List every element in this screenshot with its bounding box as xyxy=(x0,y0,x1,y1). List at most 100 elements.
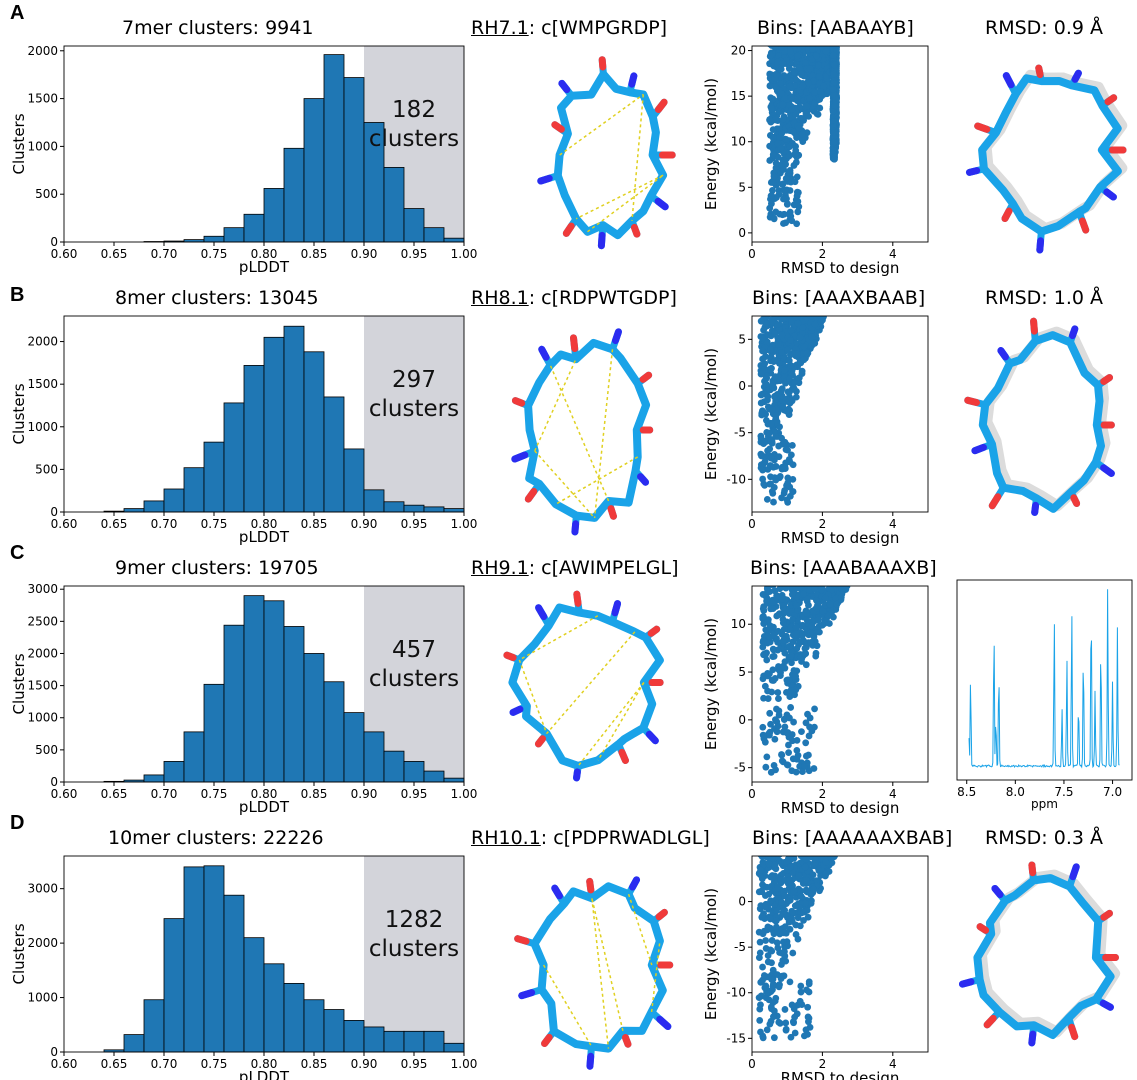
atom-tip xyxy=(1036,237,1045,254)
scatter-point xyxy=(843,833,850,840)
scatter-point xyxy=(867,815,874,822)
scatter-point xyxy=(825,294,832,301)
scatter-point xyxy=(835,835,842,842)
scatter-point xyxy=(801,31,808,38)
scatter-point xyxy=(811,320,819,328)
scatter-point xyxy=(774,627,782,635)
y-tick-label: 2000 xyxy=(27,936,58,950)
scatter-point xyxy=(833,27,840,34)
scatter-point xyxy=(799,36,806,43)
scatter-point xyxy=(829,292,836,299)
atom-tip xyxy=(1104,94,1118,106)
scatter-point xyxy=(810,298,817,305)
scatter-point xyxy=(862,826,869,833)
scatter-point xyxy=(792,316,799,319)
scatter-point xyxy=(826,295,833,302)
scatter-point xyxy=(823,845,830,852)
scatter-point xyxy=(810,301,817,308)
scatter-point xyxy=(824,297,831,304)
scatter-point xyxy=(789,36,796,43)
scatter-point xyxy=(785,676,793,684)
scatter-point xyxy=(788,836,795,843)
scatter-point xyxy=(794,295,801,302)
scatter-point xyxy=(829,293,836,300)
scatter-point xyxy=(812,299,819,306)
scatter-point xyxy=(830,27,837,34)
scatter-point xyxy=(765,298,772,305)
scatter-point xyxy=(811,89,819,97)
scatter-point xyxy=(803,38,810,45)
x-tick-label: 0.80 xyxy=(251,1057,278,1071)
scatter-point xyxy=(815,37,822,44)
panel-label: C xyxy=(10,542,25,564)
scatter-point xyxy=(829,294,836,301)
scatter-point xyxy=(824,303,831,310)
x-tick-label: 1.00 xyxy=(451,787,478,801)
peptide-title: RH7.1: c[WMPGRDP] xyxy=(471,17,667,39)
scatter-point xyxy=(816,302,823,309)
scatter-point xyxy=(791,26,798,33)
scatter-point xyxy=(771,302,778,309)
scatter-point xyxy=(833,845,840,852)
atom-tip xyxy=(571,520,580,536)
scatter-point xyxy=(838,837,845,844)
backbone-stick xyxy=(978,74,1122,236)
scatter-point xyxy=(828,28,835,35)
scatter-point xyxy=(771,316,774,317)
x-tick-label: 0.75 xyxy=(201,787,228,801)
scatter-point xyxy=(832,35,839,42)
scatter-point xyxy=(831,32,838,39)
scatter-point xyxy=(776,210,784,218)
x-tick-label: 0.65 xyxy=(101,247,128,261)
panel-row-a: A 7mer clusters: 9941 0.60 0.65 0.70 0.75 0.… xyxy=(0,0,1137,277)
scatter-point xyxy=(792,768,800,776)
scatter-point xyxy=(833,36,840,43)
scatter-point xyxy=(832,34,839,41)
scatter-point xyxy=(813,297,820,304)
scatter-point xyxy=(802,305,809,312)
scatter-point xyxy=(846,831,853,838)
scatter-point xyxy=(819,307,826,314)
scatter-point xyxy=(788,24,795,31)
atom-tip xyxy=(656,1015,672,1031)
scatter-point xyxy=(770,484,778,491)
scatter-point xyxy=(793,755,801,763)
x-tick-label: 1.00 xyxy=(451,1057,478,1071)
x-tick-label: 0.90 xyxy=(351,787,378,801)
y-tick-label: 1500 xyxy=(27,377,58,391)
scatter-point xyxy=(792,299,799,306)
scatter-point xyxy=(822,295,829,302)
scatter-point xyxy=(819,297,826,304)
scatter-point xyxy=(821,294,828,301)
scatter-point xyxy=(833,28,840,35)
scatter-point xyxy=(779,616,787,623)
scatter-point xyxy=(793,220,801,228)
scatter-point xyxy=(792,29,799,36)
scatter-point xyxy=(828,294,835,301)
scatter-point xyxy=(769,874,776,881)
scatter-point xyxy=(779,115,787,123)
scatter-point xyxy=(833,836,840,843)
scatter-point xyxy=(830,33,837,40)
scatter-point xyxy=(799,82,807,90)
atom-tip xyxy=(1071,69,1082,83)
scatter-point xyxy=(870,824,877,831)
scatter-point xyxy=(814,300,821,307)
scatter-point xyxy=(831,39,838,46)
scatter-point xyxy=(773,28,780,35)
scatter-point xyxy=(825,844,832,851)
x-tick-label: 0.70 xyxy=(151,1057,178,1071)
scatter-point xyxy=(802,841,809,848)
scatter-point xyxy=(767,28,774,35)
scatter-point xyxy=(848,828,855,835)
scatter-point xyxy=(772,307,779,314)
scatter-point xyxy=(851,822,858,829)
scatter-point xyxy=(827,28,834,35)
y-tick-label: 10 xyxy=(731,617,746,631)
scatter-point xyxy=(780,305,787,312)
atom-tip xyxy=(1001,207,1013,223)
scatter-point xyxy=(811,26,818,33)
scatter-point xyxy=(830,33,837,40)
scatter-point xyxy=(818,299,825,306)
scatter-point xyxy=(814,298,821,305)
